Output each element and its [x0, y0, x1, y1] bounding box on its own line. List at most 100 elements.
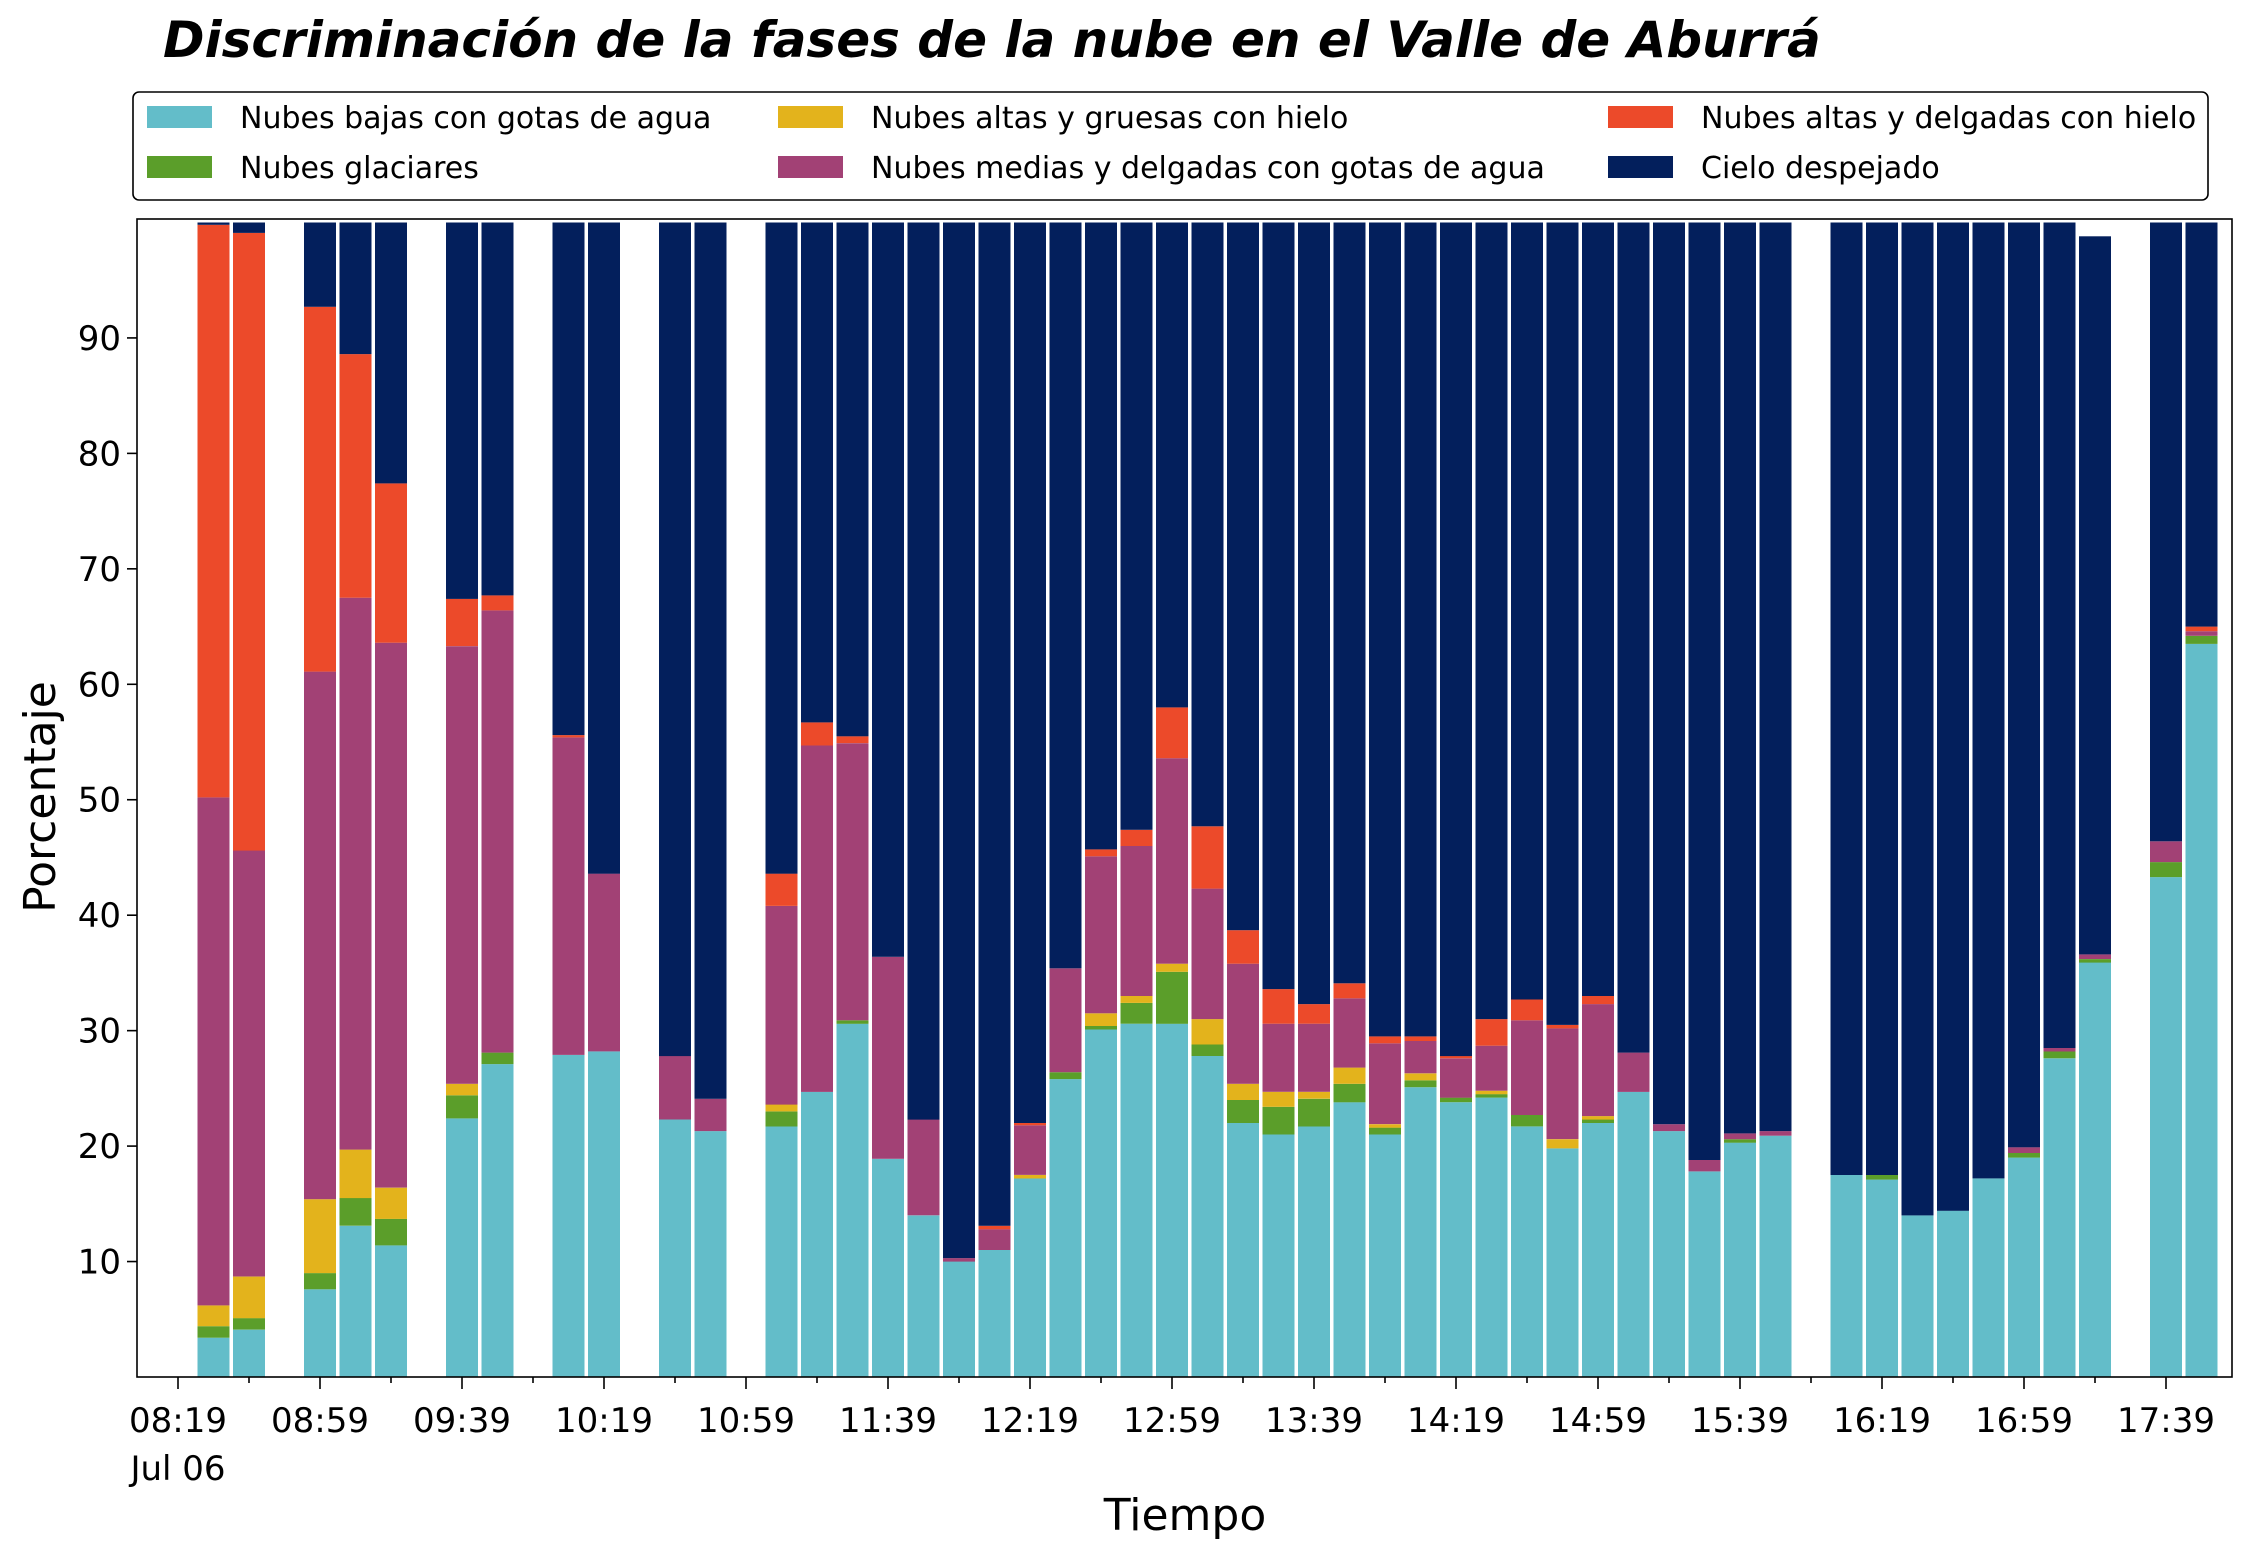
bar-segment-1-1539	[1724, 1139, 1756, 1143]
bar-segment-5-1139	[872, 222, 904, 957]
bar-segment-5-1549	[1759, 222, 1792, 1132]
bar-segment-5-1429	[1475, 222, 1508, 1020]
bar-segment-0-1119	[801, 1091, 833, 1377]
bar-segment-5-1629	[1901, 222, 1934, 1216]
x-tick-label: 08:59	[271, 1401, 369, 1441]
bar-segment-0-1009	[552, 1054, 585, 1377]
bar-segment-3-0949	[481, 610, 514, 1053]
bars-group	[197, 222, 2218, 1377]
legend-swatch-1	[147, 156, 212, 178]
bar-segment-4-1339	[1298, 1004, 1330, 1024]
bar-segment-5-0939	[446, 222, 478, 599]
bar-segment-3-1359	[1369, 1043, 1401, 1125]
bar-segment-3-1259	[1156, 758, 1188, 964]
bar-segment-4-1309	[1191, 826, 1224, 889]
legend-swatch-2	[778, 106, 843, 128]
bar-segment-0-1629	[1901, 1215, 1934, 1377]
bar-segment-1-1719	[2079, 959, 2111, 963]
bar-segment-0-1719	[2079, 962, 2111, 1377]
bar-segment-4-0839	[233, 232, 265, 851]
bar-segment-0-0829	[197, 1337, 230, 1377]
bar-segment-5-1439	[1511, 222, 1543, 1000]
bar-segment-5-1159	[943, 222, 975, 1259]
bar-segment-5-0839	[233, 222, 265, 233]
bar-segment-2-1219	[1014, 1175, 1046, 1179]
bar-segment-5-1349	[1333, 222, 1366, 984]
bar-segment-5-1319	[1227, 222, 1259, 931]
bar-segment-5-1259	[1156, 222, 1188, 708]
bar-segment-4-1239	[1085, 849, 1117, 857]
legend-label-2: Nubes altas y gruesas con hielo	[871, 101, 1348, 136]
x-tick-label: 12:59	[1123, 1401, 1221, 1441]
plot-frame	[136, 218, 2233, 1378]
bar-segment-3-1749	[2185, 631, 2218, 636]
bar-segment-5-1529	[1688, 222, 1721, 1160]
bar-segment-2-1349	[1333, 1067, 1366, 1084]
bar-segment-5-1219	[1014, 222, 1046, 1123]
bar-segment-5-1149	[907, 222, 940, 1120]
bar-segment-3-1109	[765, 906, 798, 1105]
y-axis: 10 20 30 40 50 60 70 80 90	[78, 319, 137, 1283]
bar-segment-1-0919	[375, 1218, 407, 1246]
bar-segment-0-1049	[694, 1131, 727, 1377]
bar-segment-1-1329	[1262, 1106, 1295, 1135]
bar-segment-1-1319	[1227, 1099, 1259, 1123]
bar-segment-3-1119	[801, 745, 833, 1092]
bar-segment-3-1309	[1191, 888, 1224, 1020]
bar-segment-0-1019	[588, 1051, 620, 1377]
bar-segment-0-1229	[1049, 1079, 1082, 1377]
bar-segment-2-1319	[1227, 1083, 1259, 1100]
bar-segment-3-1549	[1759, 1131, 1792, 1136]
bar-segment-3-1509	[1617, 1052, 1650, 1092]
bar-segment-5-0829	[197, 222, 230, 225]
bar-segment-5-1539	[1724, 222, 1756, 1134]
bar-segment-0-1649	[1972, 1178, 2005, 1377]
bar-segment-3-0839	[233, 850, 265, 1277]
y-tick-label: 90	[78, 319, 121, 359]
bar-segment-4-1259	[1156, 707, 1188, 759]
bar-segment-2-0939	[446, 1083, 478, 1096]
bar-segment-2-1109	[765, 1104, 798, 1112]
bar-segment-2-1239	[1085, 1013, 1117, 1026]
y-tick-label: 30	[78, 1012, 121, 1052]
x-tick-label: 08:19	[129, 1401, 227, 1441]
bar-segment-4-1209	[978, 1225, 1011, 1230]
y-tick-label: 40	[78, 896, 121, 936]
x-tick-label: 12:19	[981, 1401, 1079, 1441]
x-tick-date: Jul 06	[128, 1449, 225, 1489]
bar-segment-3-1439	[1511, 1020, 1543, 1115]
x-tick-label: 09:39	[413, 1401, 511, 1441]
bar-segment-5-1449	[1546, 222, 1579, 1025]
bar-segment-1-1709	[2043, 1051, 2076, 1059]
x-tick-label: 14:19	[1407, 1401, 1505, 1441]
bar-segment-3-0829	[197, 797, 230, 1306]
bar-segment-4-0949	[481, 595, 514, 611]
bar-segment-0-1409	[1404, 1087, 1437, 1377]
bar-segment-3-0859	[304, 671, 336, 1200]
bar-segment-4-1439	[1511, 999, 1543, 1021]
bar-segment-5-0859	[304, 222, 336, 307]
bar-segment-5-1749	[2185, 222, 2218, 627]
bar-segment-0-1709	[2043, 1058, 2076, 1377]
bar-segment-4-0919	[375, 483, 407, 643]
bar-segment-0-1349	[1333, 1102, 1366, 1377]
bar-segment-3-1739	[2150, 841, 2182, 863]
chart-title: Discriminación de la fases de la nube en…	[163, 11, 1821, 69]
bar-segment-0-1329	[1262, 1134, 1295, 1377]
legend-label-3: Nubes medias y delgadas con gotas de agu…	[871, 151, 1545, 186]
bar-segment-3-1019	[588, 873, 620, 1052]
bar-segment-4-0939	[446, 598, 478, 647]
x-tick-label: 11:39	[839, 1401, 937, 1441]
bar-segment-4-1319	[1227, 930, 1259, 964]
bar-segment-3-1159	[943, 1258, 975, 1262]
bar-segment-5-1309	[1191, 222, 1224, 827]
x-tick-label: 17:39	[2117, 1401, 2215, 1441]
legend-box	[132, 91, 2209, 201]
bar-segment-3-1659	[2008, 1147, 2040, 1153]
bar-segment-3-1229	[1049, 968, 1082, 1073]
bar-segment-2-1429	[1475, 1090, 1508, 1095]
legend: Nubes bajas con gotas de agua Nubes glaci…	[132, 91, 2209, 201]
bar-segment-1-1109	[765, 1111, 798, 1127]
bar-segment-1-1419	[1440, 1097, 1472, 1103]
legend-swatch-3	[778, 156, 843, 178]
